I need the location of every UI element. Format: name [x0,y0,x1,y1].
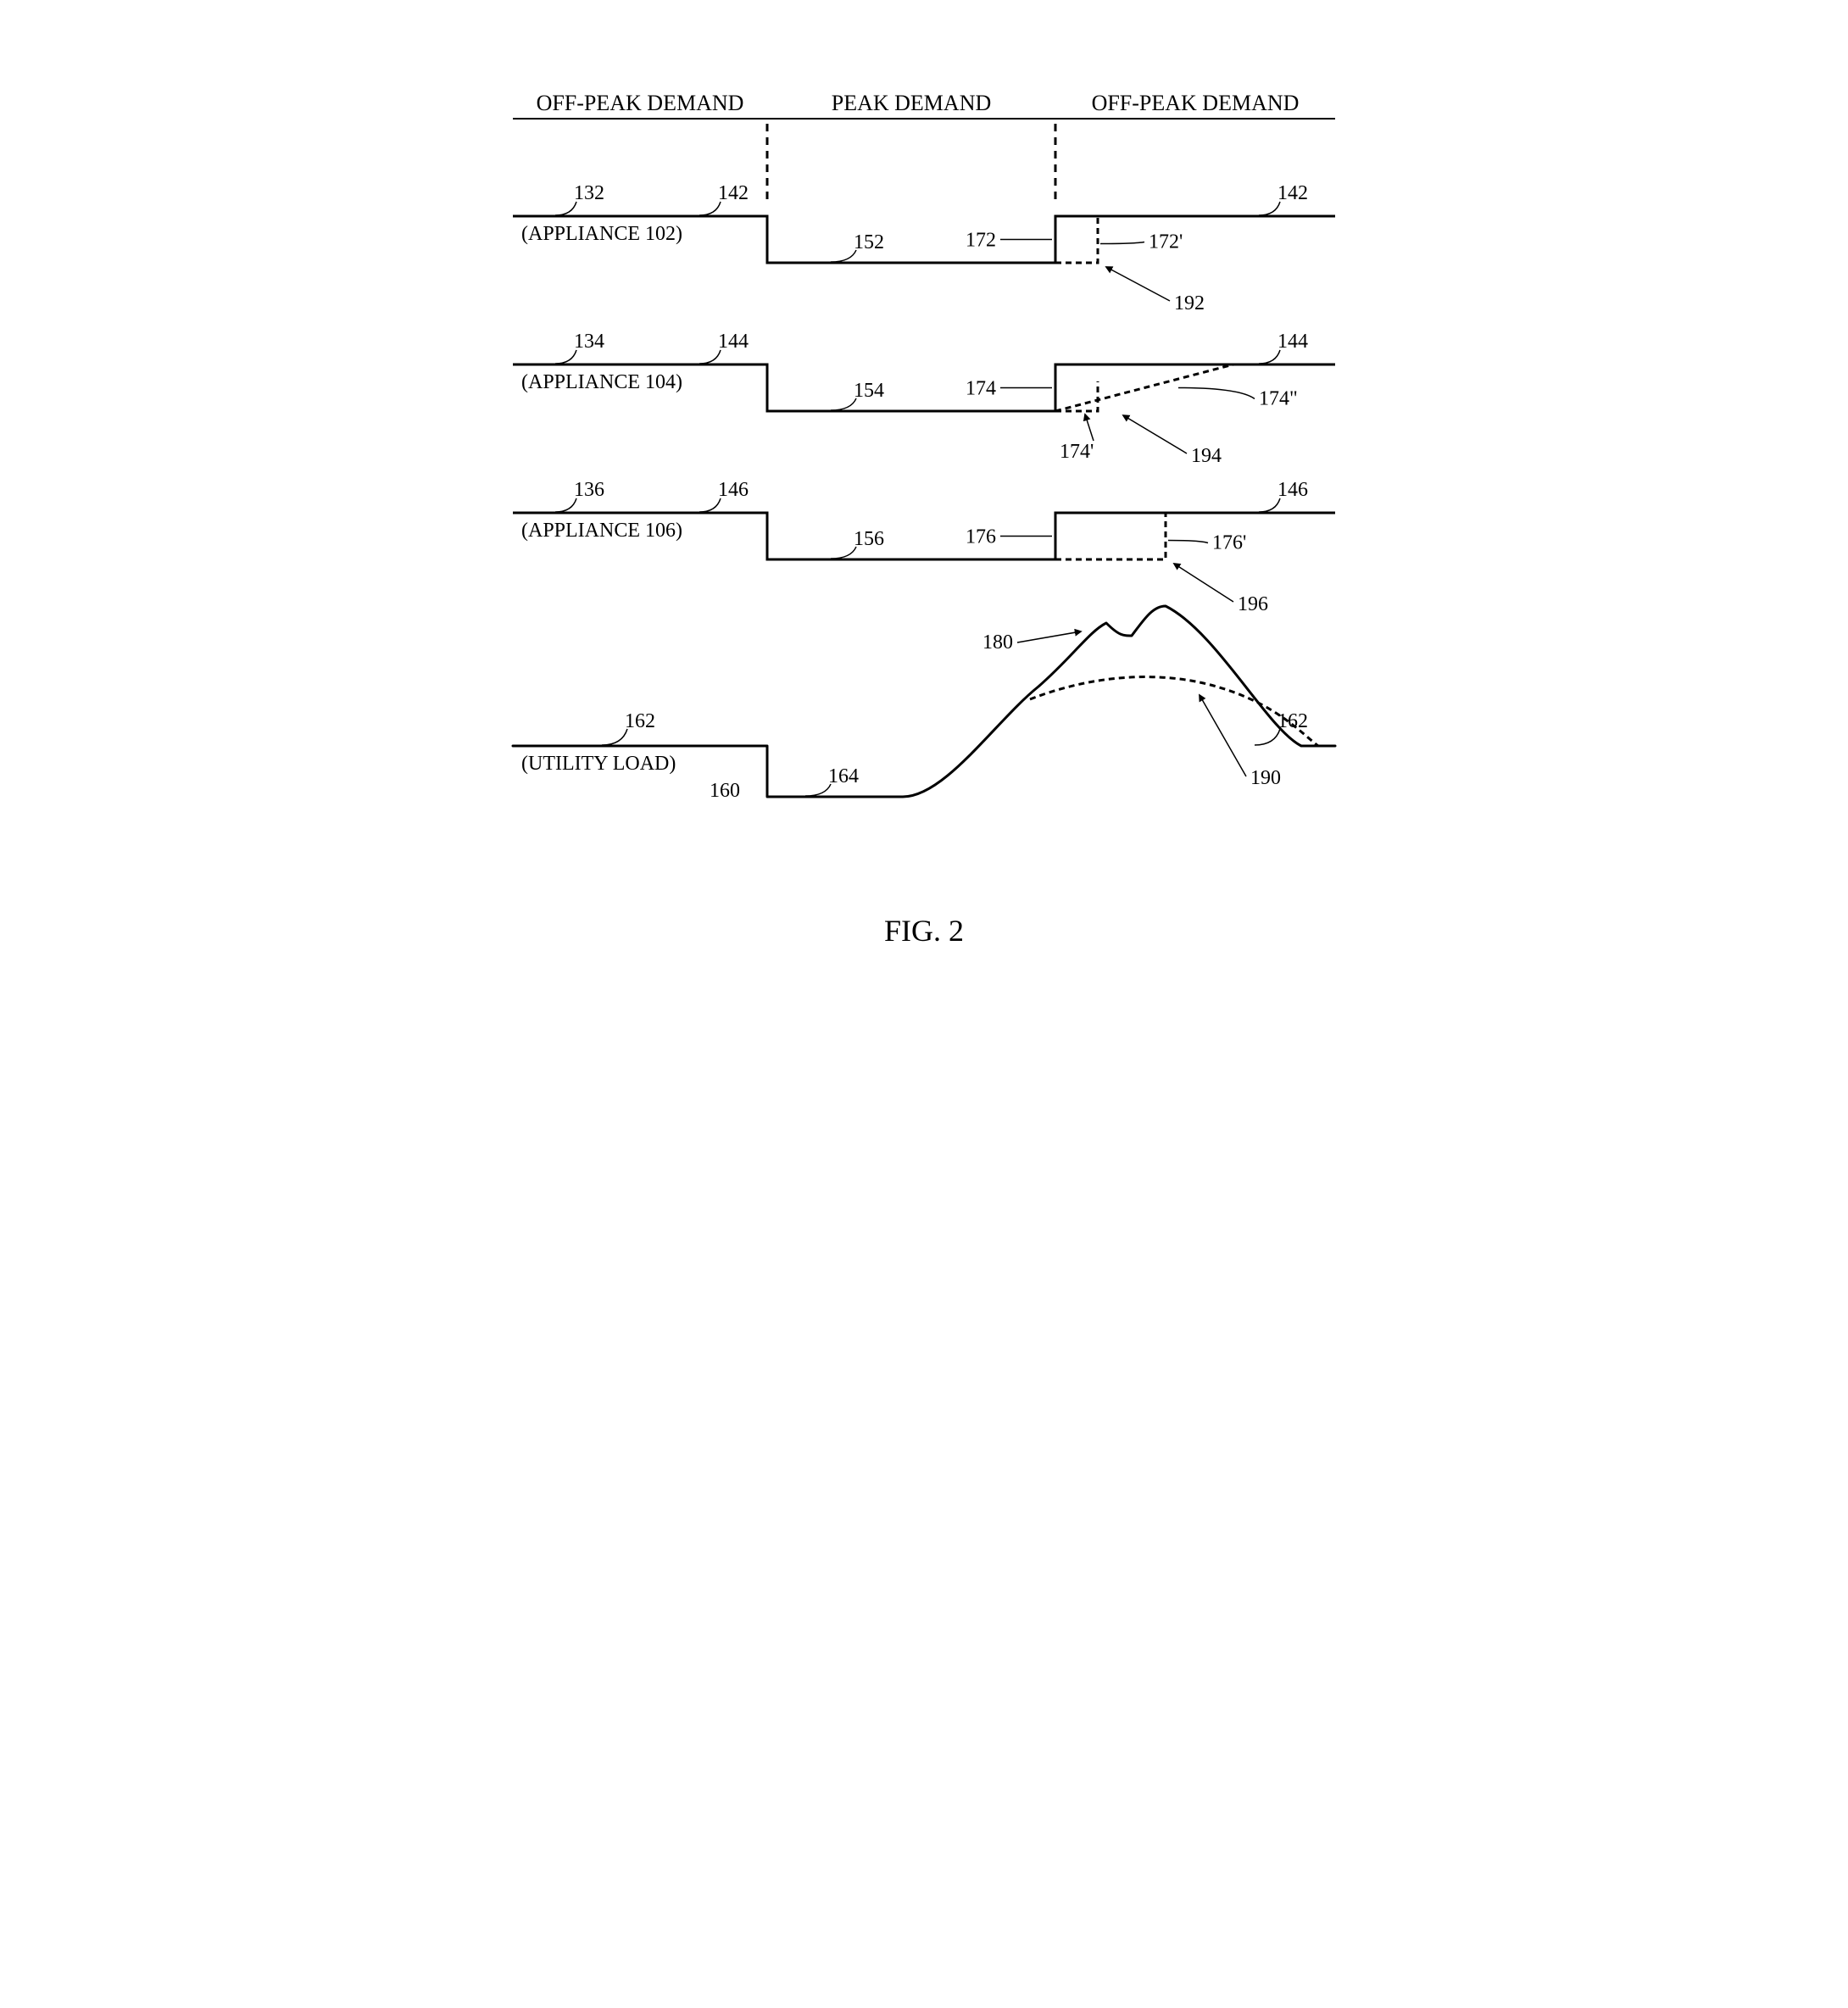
arrow-util-190 [1200,695,1246,776]
n-util-190: 190 [1250,767,1281,789]
n-a102-rl: 172 [966,230,996,252]
paren-a106: (APPLIANCE 106) [521,520,682,542]
hook-n-a106-lh [555,498,576,512]
header-center: PEAK DEMAND [832,91,992,115]
n-a102-lh2: 142 [718,182,749,204]
n-util-162r: 162 [1277,710,1308,732]
hook-a106-ml [831,547,856,559]
n-a104-ml: 154 [854,380,884,402]
hook-174p [1085,414,1094,441]
label-196: 196 [1238,593,1268,615]
n-a106-rl: 176 [966,526,996,548]
arrow-util-180 [1017,631,1081,642]
hook-n-a102-lh [555,202,576,215]
hook-n-a104-lh2 [699,350,721,364]
dashed-174dprime [1055,364,1233,411]
n-a104-lh2: 144 [718,331,749,353]
n-a104-rh: 144 [1277,331,1308,353]
n-util-162l: 162 [625,710,655,732]
hook-util-164 [805,784,831,796]
hook-n-a104-rh [1259,350,1280,364]
n-a104-lh: 134 [574,331,604,353]
hook-172p [1100,242,1144,244]
n-util-180: 180 [982,631,1013,654]
label-174p: 174' [1060,441,1094,463]
hook-a104-ml [831,398,856,410]
label-174dp: 174" [1259,388,1298,410]
n-a106-rh: 146 [1277,479,1308,501]
figure-2: OFF-PEAK DEMAND PEAK DEMAND OFF-PEAK DEMAN… [462,34,1386,1038]
hook-n-a106-rh [1259,498,1280,512]
label-192: 192 [1174,292,1205,314]
label-176p: 176' [1212,532,1246,554]
arrow-194 [1123,415,1187,453]
hook-n-a102-rh [1259,202,1280,215]
n-util-164: 164 [828,765,859,787]
paren-a102: (APPLIANCE 102) [521,223,682,245]
header-right: OFF-PEAK DEMAND [1092,91,1300,115]
hook-n-a106-lh2 [699,498,721,512]
n-a102-rh: 142 [1277,182,1308,204]
hook-n-a102-lh2 [699,202,721,215]
dashed-176prime [1055,513,1166,559]
n-a106-ml: 156 [854,528,884,550]
n-a104-rl: 174 [966,378,996,400]
utility-dashed [1030,677,1318,746]
hook-n-a104-lh [555,350,576,364]
paren-util: (UTILITY LOAD) [521,753,676,775]
hook-util-162r [1255,729,1280,745]
n-a106-lh2: 146 [718,479,749,501]
arrow-192 [1106,267,1170,301]
header-left: OFF-PEAK DEMAND [537,91,744,115]
n-a106-lh: 136 [574,479,604,501]
arrow-196 [1174,564,1233,602]
hook-176p [1168,541,1208,543]
n-a102-ml: 152 [854,231,884,253]
hook-util-162l [602,729,627,745]
n-util-160: 160 [710,780,740,802]
dashed-172prime [1055,216,1098,263]
hook-174dp [1178,388,1255,399]
figure-label: FIG. 2 [884,914,964,948]
paren-a104: (APPLIANCE 104) [521,371,682,393]
hook-a102-ml [831,250,856,262]
n-a102-lh: 132 [574,182,604,204]
label-172p: 172' [1149,231,1183,253]
label-194: 194 [1191,445,1222,467]
